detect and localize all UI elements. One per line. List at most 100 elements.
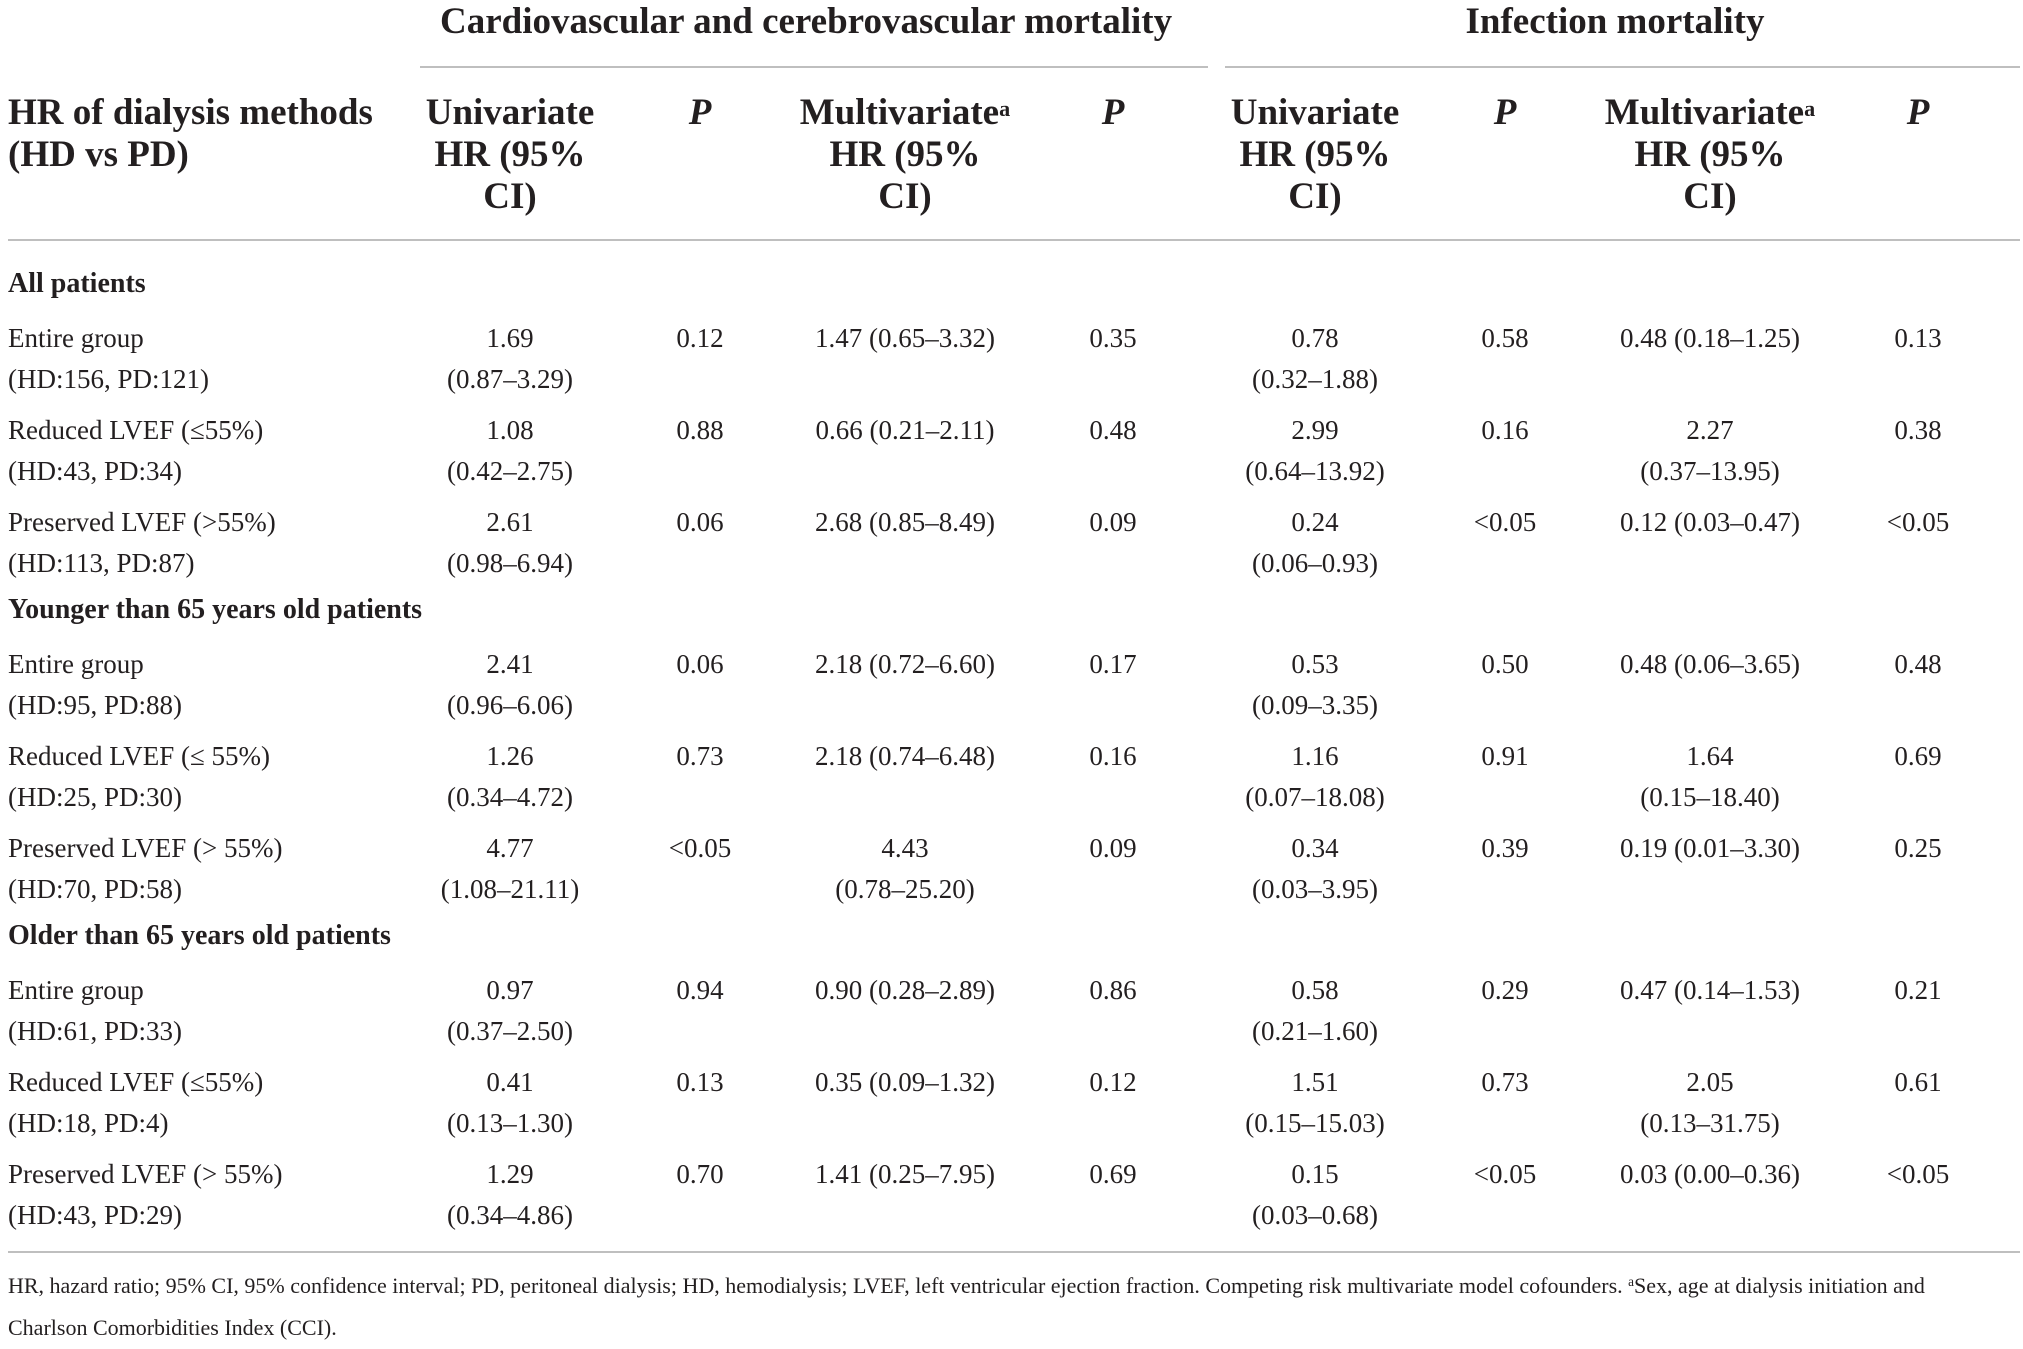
cv-p1: 0.13 [676,1067,724,1097]
cv-univariate: 2.61 (0.98–6.94) [447,507,573,578]
in-p1: 0.73 [1481,1067,1529,1097]
col-header-in-multivariate: Multivariatea HR (95% CI) [1604,92,1816,217]
cv-p2: 0.35 [1089,323,1137,353]
cv-univariate: 0.41 (0.13–1.30) [447,1067,573,1138]
cv-p2: 0.09 [1089,833,1137,863]
in-multivariate: 0.03 (0.00–0.36) [1620,1159,1800,1189]
sup-a: a [1804,96,1816,121]
group-rule-cardio [420,66,1208,68]
header-rule [8,239,2020,241]
cv-p1: 0.70 [676,1159,724,1189]
cv-multivariate: 1.47 (0.65–3.32) [815,323,995,353]
cv-p2: 0.17 [1089,649,1137,679]
col-header-in-p1: P [1493,92,1517,133]
cv-multivariate: 0.35 (0.09–1.32) [815,1067,995,1097]
in-univariate: 0.53 (0.09–3.35) [1252,649,1378,720]
in-p1: 0.16 [1481,415,1529,445]
cv-p2: 0.48 [1089,415,1137,445]
in-p1: 0.50 [1481,649,1529,679]
cv-p1: 0.94 [676,975,724,1005]
group-header-cardio: Cardiovascular and cerebrovascular morta… [440,1,1173,42]
in-p2: 0.48 [1894,649,1942,679]
in-multivariate: 0.48 (0.18–1.25) [1620,323,1800,353]
cv-univariate: 2.41 (0.96–6.06) [447,649,573,720]
in-multivariate: 2.27 (0.37–13.95) [1640,415,1780,486]
cv-p1: 0.06 [676,507,724,537]
cv-univariate: 0.97 (0.37–2.50) [447,975,573,1046]
cv-multivariate: 0.90 (0.28–2.89) [815,975,995,1005]
cv-multivariate: 4.43 (0.78–25.20) [835,833,975,904]
in-p2: 0.25 [1894,833,1942,863]
in-multivariate: 0.48 (0.06–3.65) [1620,649,1800,679]
row-label: Preserved LVEF (> 55%) (HD:43, PD:29) [8,1159,283,1230]
in-p2: 0.69 [1894,741,1942,771]
cv-multivariate: 0.66 (0.21–2.11) [815,415,995,445]
in-p2: <0.05 [1886,507,1950,537]
section-title: Older than 65 years old patients [8,920,391,951]
group-rule-infection [1225,66,2020,68]
row-label: Preserved LVEF (>55%) (HD:113, PD:87) [8,507,276,578]
row-label: Entire group (HD:156, PD:121) [8,323,209,394]
in-univariate: 0.78 (0.32–1.88) [1252,323,1378,394]
col-header-cv-p1: P [688,92,712,133]
cv-multivariate: 2.18 (0.74–6.48) [815,741,995,771]
cv-p1: 0.73 [676,741,724,771]
section-title: Younger than 65 years old patients [8,594,423,625]
row-label: Preserved LVEF (> 55%) (HD:70, PD:58) [8,833,283,904]
in-multivariate: 0.12 (0.03–0.47) [1620,507,1800,537]
in-p2: 0.61 [1894,1067,1942,1097]
col-header-cv-p2: P [1101,92,1125,133]
group-header-infection: Infection mortality [1465,1,1765,42]
in-univariate: 0.58 (0.21–1.60) [1252,975,1378,1046]
cv-p1: 0.12 [676,323,724,353]
in-p2: 0.13 [1894,323,1942,353]
cv-p2: 0.12 [1089,1067,1137,1097]
in-p1: <0.05 [1473,1159,1537,1189]
footer-rule [8,1251,2020,1253]
cv-p1: 0.88 [676,415,724,445]
in-p1: 0.29 [1481,975,1529,1005]
in-p1: <0.05 [1473,507,1537,537]
in-multivariate: 1.64 (0.15–18.40) [1640,741,1780,812]
in-univariate: 2.99 (0.64–13.92) [1245,415,1385,486]
col-header-cv-multivariate: Multivariatea HR (95% CI) [799,92,1011,217]
col-header-in-univariate: Univariate HR (95% CI) [1230,92,1400,217]
cv-p1: <0.05 [668,833,732,863]
in-univariate: 1.16 (0.07–18.08) [1245,741,1385,812]
cv-univariate: 1.08 (0.42–2.75) [447,415,573,486]
in-univariate: 1.51 (0.15–15.03) [1245,1067,1385,1138]
cv-multivariate: 1.41 (0.25–7.95) [815,1159,995,1189]
stub-header: HR of dialysis methods (HD vs PD) [8,92,373,175]
cv-univariate: 1.69 (0.87–3.29) [447,323,573,394]
in-univariate: 0.15 (0.03–0.68) [1252,1159,1378,1230]
sup-a: a [999,96,1011,121]
in-multivariate: 2.05 (0.13–31.75) [1640,1067,1780,1138]
in-univariate: 0.34 (0.03–3.95) [1252,833,1378,904]
cv-p2: 0.69 [1089,1159,1137,1189]
in-multivariate: 0.47 (0.14–1.53) [1620,975,1800,1005]
row-label: Entire group (HD:61, PD:33) [8,975,182,1046]
cv-p1: 0.06 [676,649,724,679]
in-univariate: 0.24 (0.06–0.93) [1252,507,1378,578]
in-p2: 0.21 [1894,975,1942,1005]
row-label: Entire group (HD:95, PD:88) [8,649,182,720]
cv-p2: 0.09 [1089,507,1137,537]
row-label: Reduced LVEF (≤55%) (HD:18, PD:4) [8,1067,264,1138]
row-label: Reduced LVEF (≤ 55%) (HD:25, PD:30) [8,741,271,812]
col-header-cv-univariate: Univariate HR (95% CI) [425,92,595,217]
section-title: All patients [8,268,146,299]
cv-multivariate: 2.68 (0.85–8.49) [815,507,995,537]
cv-multivariate: 2.18 (0.72–6.60) [815,649,995,679]
footnote-sup: a [1628,1274,1634,1289]
cv-univariate: 1.29 (0.34–4.86) [447,1159,573,1230]
in-p2: 0.38 [1894,415,1942,445]
cv-univariate: 1.26 (0.34–4.72) [447,741,573,812]
cv-univariate: 4.77 (1.08–21.11) [440,833,580,904]
cv-p2: 0.86 [1089,975,1137,1005]
table-footnote: HR, hazard ratio; 95% CI, 95% confidence… [8,1273,1925,1340]
in-p2: <0.05 [1886,1159,1950,1189]
in-multivariate: 0.19 (0.01–3.30) [1620,833,1800,863]
row-label: Reduced LVEF (≤55%) (HD:43, PD:34) [8,415,264,486]
col-header-in-p2: P [1906,92,1930,133]
in-p1: 0.91 [1481,741,1529,771]
